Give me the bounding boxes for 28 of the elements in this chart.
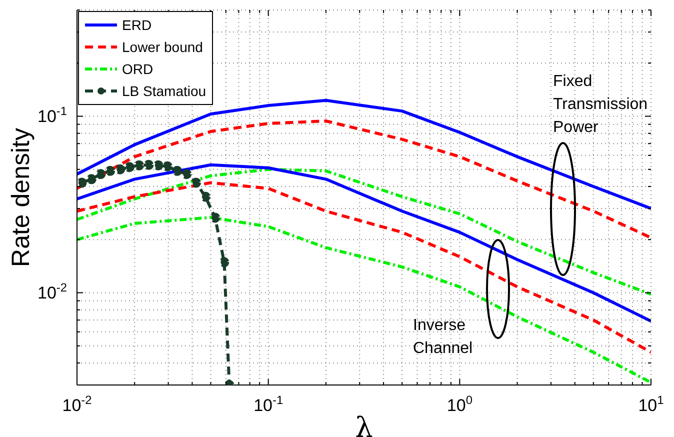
legend-label: Lower bound bbox=[122, 39, 203, 55]
point bbox=[200, 192, 210, 202]
x-axis-title: λ bbox=[355, 411, 373, 437]
x-tick-label: 10$^{0}$ bbox=[446, 393, 473, 415]
x-tick-label: 10$^{-1}$ bbox=[254, 393, 284, 415]
point bbox=[77, 178, 87, 188]
point bbox=[210, 212, 220, 223]
legend-label: ORD bbox=[122, 61, 154, 77]
point bbox=[153, 160, 164, 170]
point bbox=[172, 166, 182, 176]
legend-label: ERD bbox=[122, 17, 152, 33]
point bbox=[134, 160, 144, 170]
legend-label: LB Stamatiou bbox=[122, 83, 206, 99]
point bbox=[86, 174, 96, 184]
point bbox=[182, 169, 192, 180]
point bbox=[105, 166, 116, 176]
x-tick-label: 10$^{-2}$ bbox=[62, 393, 92, 415]
point bbox=[219, 257, 230, 268]
annotation: Inverse Channel bbox=[413, 317, 473, 357]
annotation: Fixed Transmission Power bbox=[553, 73, 648, 136]
y-axis-title: Rate density bbox=[6, 128, 35, 267]
point bbox=[191, 178, 202, 188]
point bbox=[115, 164, 126, 174]
x-tick-label: 10$^{1}$ bbox=[638, 393, 664, 415]
point bbox=[162, 161, 172, 172]
point bbox=[144, 160, 154, 170]
point bbox=[96, 169, 106, 180]
point bbox=[124, 162, 134, 172]
